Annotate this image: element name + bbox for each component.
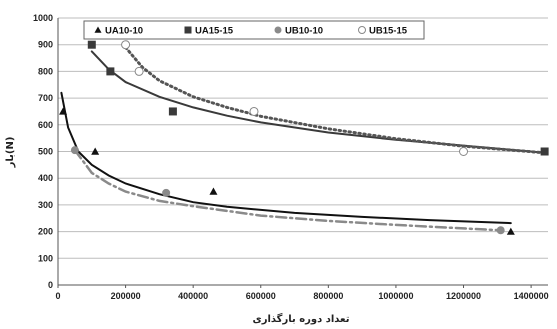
x-tick-600000: 600000 — [246, 291, 276, 301]
point-ua10-10-1 — [91, 147, 100, 155]
y-tick-100: 100 — [38, 253, 53, 263]
point-ub15-15-1 — [134, 66, 144, 76]
axes — [57, 18, 548, 288]
legend-box — [83, 20, 425, 40]
point-ub15-15-2 — [249, 106, 259, 116]
y-tick-200: 200 — [38, 227, 53, 237]
legend-marker-ua10-10 — [94, 26, 102, 33]
y-tick-700: 700 — [38, 93, 53, 103]
x-tick-1400000: 1400000 — [514, 291, 549, 301]
x-tick-1200000: 1200000 — [446, 291, 481, 301]
trend-line-ub10-10 — [73, 148, 502, 232]
y-tick-400: 400 — [38, 173, 53, 183]
x-tick-800000: 800000 — [313, 291, 343, 301]
point-ua15-15-0 — [87, 40, 96, 49]
x-axis-title: تعداد دوره بارگذاری — [253, 312, 350, 325]
y-tick-1000: 1000 — [33, 13, 53, 23]
point-ua15-15-2 — [168, 107, 177, 116]
y-axis-title: بار(N) — [5, 137, 16, 169]
y-tick-labels: 0 100 200 300 400 500 600 700 800 900 1000 — [33, 13, 53, 290]
point-ub10-10-0 — [70, 146, 79, 155]
x-tick-400000: 400000 — [178, 291, 208, 301]
data-points — [59, 40, 549, 235]
legend-marker-ub10-10 — [274, 26, 282, 34]
legend-marker-ub15-15 — [358, 26, 366, 34]
trend-line-ub15-15 — [124, 45, 547, 155]
y-tick-600: 600 — [38, 120, 53, 130]
y-tick-500: 500 — [38, 147, 53, 157]
legend-label-ub10-10: UB10-10 — [285, 26, 323, 37]
y-tick-900: 900 — [38, 40, 53, 50]
x-tick-200000: 200000 — [111, 291, 141, 301]
point-ua10-10-2 — [209, 187, 218, 195]
gridlines — [58, 17, 548, 259]
y-tick-800: 800 — [38, 66, 53, 76]
x-tick-0: 0 — [55, 291, 60, 301]
y-tick-300: 300 — [38, 200, 53, 210]
legend-label-ua15-15: UA15-15 — [195, 26, 234, 37]
point-ua10-10-0 — [59, 107, 68, 115]
point-ub15-15-0 — [121, 40, 131, 50]
legend: UA10-10 UA15-15 UB10-10 UB15-15 — [83, 20, 425, 40]
legend-label-ub15-15: UB15-15 — [369, 26, 408, 37]
x-tick-labels: 0 200000 400000 600000 800000 1000000 1200000 1… — [55, 291, 548, 301]
legend-label-ua10-10: UA10-10 — [105, 26, 143, 37]
legend-marker-ua15-15 — [184, 26, 192, 34]
point-ub10-10-1 — [162, 188, 171, 197]
point-ub15-15-3 — [459, 147, 469, 156]
point-ub10-10-2 — [496, 226, 505, 235]
x-tick-1000000: 1000000 — [378, 291, 413, 301]
point-ua15-15-3 — [540, 147, 549, 156]
y-tick-0: 0 — [48, 280, 53, 290]
point-ua15-15-1 — [106, 67, 115, 76]
point-ua10-10-3 — [506, 227, 515, 235]
